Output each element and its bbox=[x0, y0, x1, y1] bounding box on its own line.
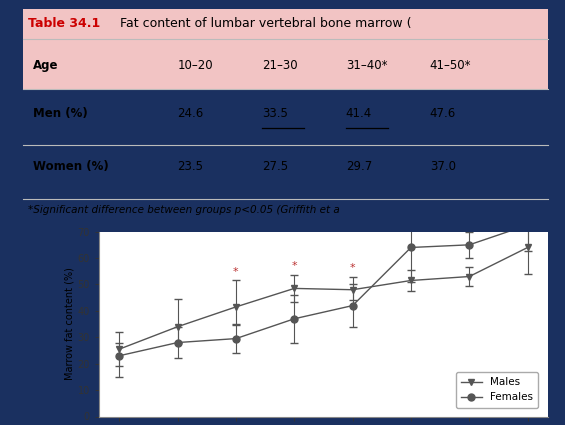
Text: 37.0: 37.0 bbox=[430, 160, 456, 173]
Text: 29.7: 29.7 bbox=[346, 160, 372, 173]
Bar bbox=[23, 39, 548, 89]
Text: 47.6: 47.6 bbox=[430, 107, 456, 120]
Text: Men (%): Men (%) bbox=[33, 107, 88, 120]
Text: 27.5: 27.5 bbox=[262, 160, 288, 173]
Bar bbox=[23, 8, 548, 39]
Text: *: * bbox=[350, 263, 355, 272]
Text: 41–50*: 41–50* bbox=[430, 60, 471, 72]
Text: Age: Age bbox=[33, 60, 59, 72]
Text: 33.5: 33.5 bbox=[262, 107, 288, 120]
Text: 41.4: 41.4 bbox=[346, 107, 372, 120]
Text: 10–20: 10–20 bbox=[177, 60, 213, 72]
Text: *Significant difference between groups p<0.05 (Griffith et a: *Significant difference between groups p… bbox=[28, 205, 340, 215]
Text: *: * bbox=[233, 266, 239, 277]
Text: Table 34.1: Table 34.1 bbox=[28, 17, 100, 30]
Legend: Males, Females: Males, Females bbox=[456, 372, 538, 408]
Text: Women (%): Women (%) bbox=[33, 160, 109, 173]
Y-axis label: Marrow fat content (%): Marrow fat content (%) bbox=[65, 268, 75, 380]
Text: Fat content of lumbar vertebral bone marrow (: Fat content of lumbar vertebral bone mar… bbox=[112, 17, 411, 30]
Text: 23.5: 23.5 bbox=[177, 160, 203, 173]
Text: 24.6: 24.6 bbox=[177, 107, 204, 120]
Text: *: * bbox=[292, 261, 297, 271]
Text: 21–30: 21–30 bbox=[262, 60, 297, 72]
Text: 31–40*: 31–40* bbox=[346, 60, 387, 72]
